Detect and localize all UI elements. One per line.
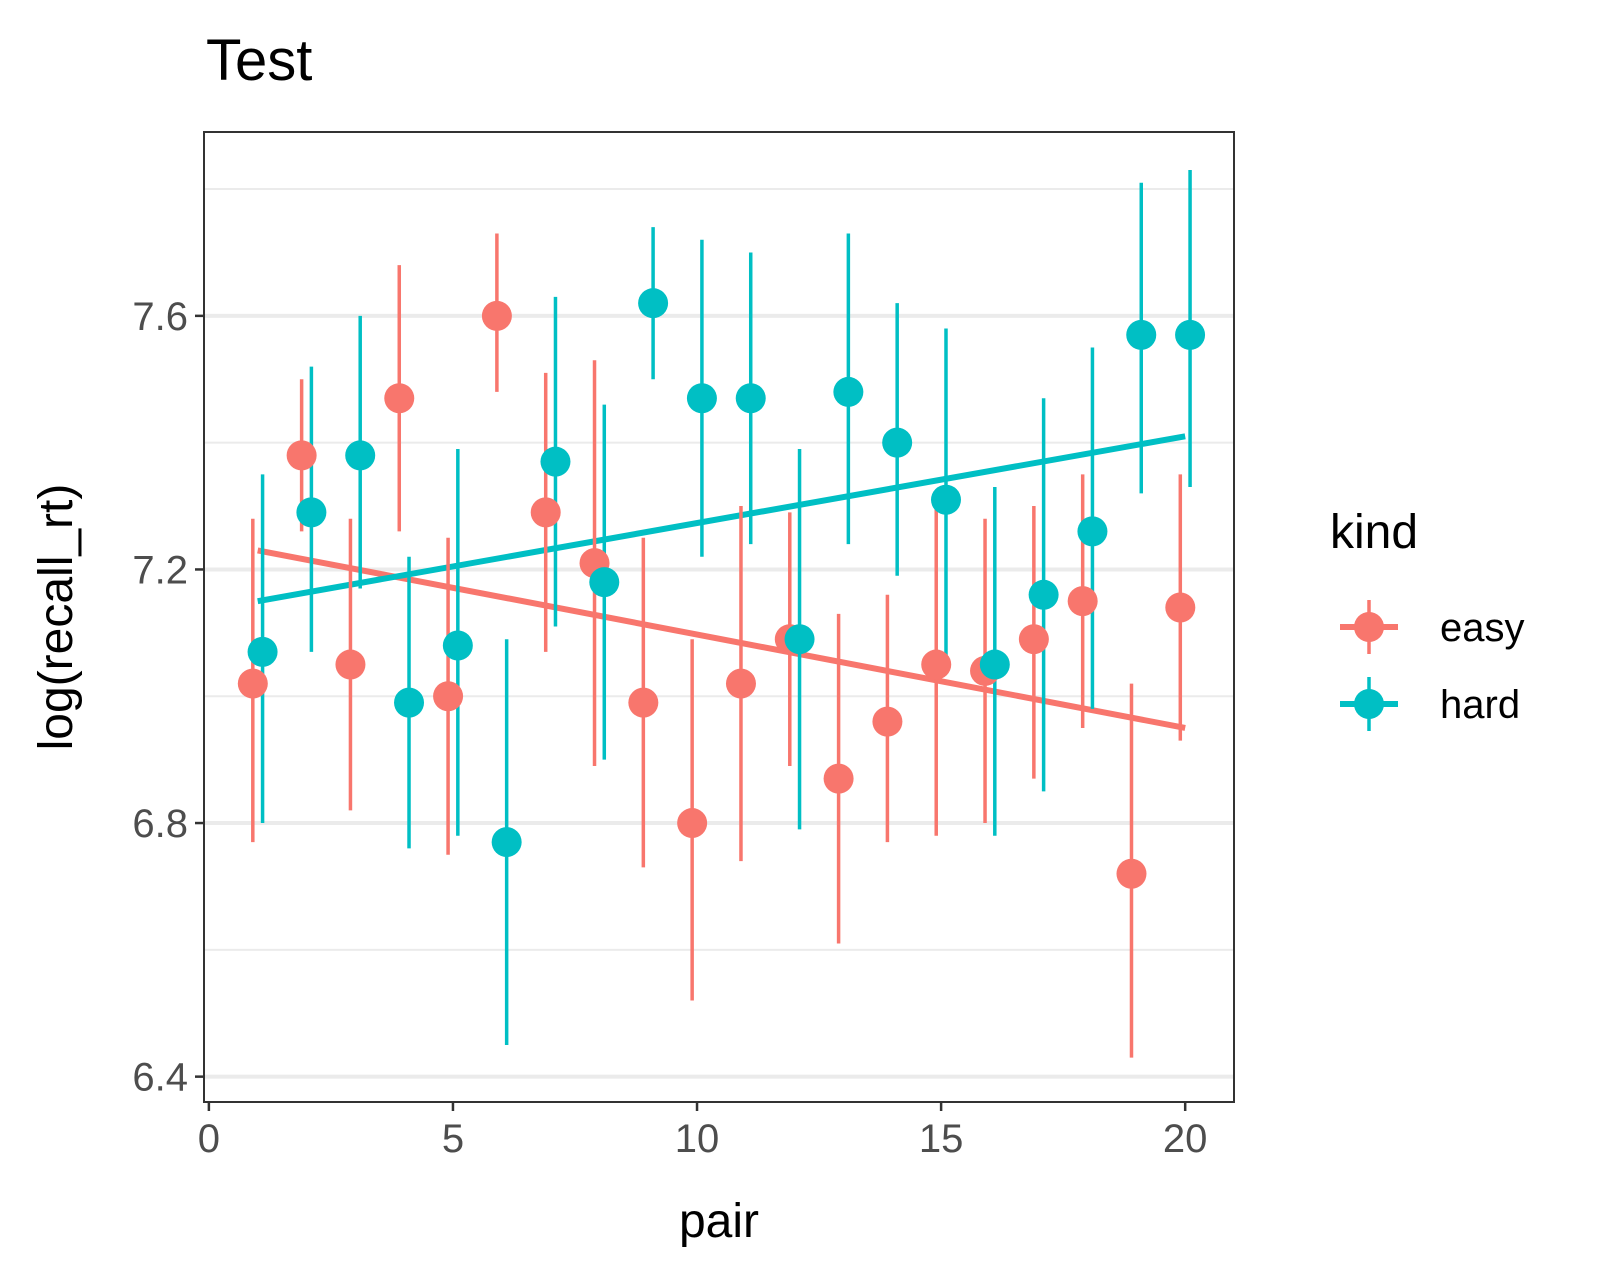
data-point-hard	[1077, 516, 1108, 547]
legend-items: easy hard	[1340, 600, 1525, 731]
data-point-easy	[823, 763, 854, 794]
axis-layer: 6.4 6.8 7.2 7.6 0 5 10 15 20	[132, 295, 1207, 1161]
plot-border	[203, 131, 1235, 1103]
legend: kind easy hard	[1330, 506, 1525, 731]
data-point-easy	[725, 668, 756, 699]
data-point-easy	[237, 668, 268, 699]
data-point-hard	[1175, 319, 1206, 350]
x-tick-label: 10	[675, 1117, 720, 1161]
trend-line-hard	[257, 433, 1186, 605]
point-layer	[237, 288, 1206, 889]
data-point-easy	[677, 808, 708, 839]
data-point-hard	[882, 427, 913, 458]
data-point-hard	[833, 376, 864, 407]
data-point-hard	[1028, 579, 1059, 610]
y-tick-label: 7.2	[132, 548, 188, 592]
data-point-easy	[384, 383, 415, 414]
chart-title: Test	[206, 28, 312, 93]
x-tick-label: 15	[919, 1117, 964, 1161]
data-point-easy	[1116, 858, 1147, 889]
data-point-hard	[638, 288, 669, 319]
legend-key-point-hard	[1354, 689, 1384, 719]
data-point-hard	[589, 567, 620, 598]
data-point-easy	[530, 497, 561, 528]
x-axis-title: pair	[679, 1195, 759, 1248]
y-tick-label: 6.4	[132, 1056, 188, 1100]
data-point-hard	[296, 497, 327, 528]
data-point-hard	[247, 636, 278, 667]
legend-title: kind	[1330, 506, 1418, 559]
data-point-hard	[686, 383, 717, 414]
data-point-easy	[481, 300, 512, 331]
legend-label-hard: hard	[1440, 683, 1520, 727]
data-point-hard	[394, 687, 425, 718]
data-point-easy	[628, 687, 659, 718]
trend-layer	[257, 433, 1186, 731]
plot-panel	[204, 132, 1234, 1102]
trend-line-easy	[257, 547, 1186, 731]
data-point-hard	[1126, 319, 1157, 350]
data-point-hard	[979, 649, 1010, 680]
data-point-easy	[286, 440, 317, 471]
legend-key-point-easy	[1354, 612, 1384, 642]
x-tick-label: 5	[442, 1117, 464, 1161]
data-point-hard	[491, 827, 522, 858]
x-tick-label: 0	[198, 1117, 220, 1161]
data-point-easy	[1067, 586, 1098, 617]
grid-layer	[204, 188, 1234, 1079]
data-point-hard	[784, 624, 815, 655]
data-point-easy	[921, 649, 952, 680]
x-tick-label: 20	[1163, 1117, 1208, 1161]
data-point-easy	[1165, 592, 1196, 623]
y-axis-title: log(recall_rt)	[30, 484, 83, 751]
data-point-easy	[1018, 624, 1049, 655]
data-point-easy	[335, 649, 366, 680]
data-point-hard	[442, 630, 473, 661]
y-tick-label: 7.6	[132, 295, 188, 339]
y-tick-label: 6.8	[132, 802, 188, 846]
data-point-hard	[345, 440, 376, 471]
data-point-easy	[433, 681, 464, 712]
data-point-hard	[735, 383, 766, 414]
data-point-hard	[930, 484, 961, 515]
data-point-hard	[540, 446, 571, 477]
data-point-easy	[872, 706, 903, 737]
legend-label-easy: easy	[1440, 606, 1525, 650]
